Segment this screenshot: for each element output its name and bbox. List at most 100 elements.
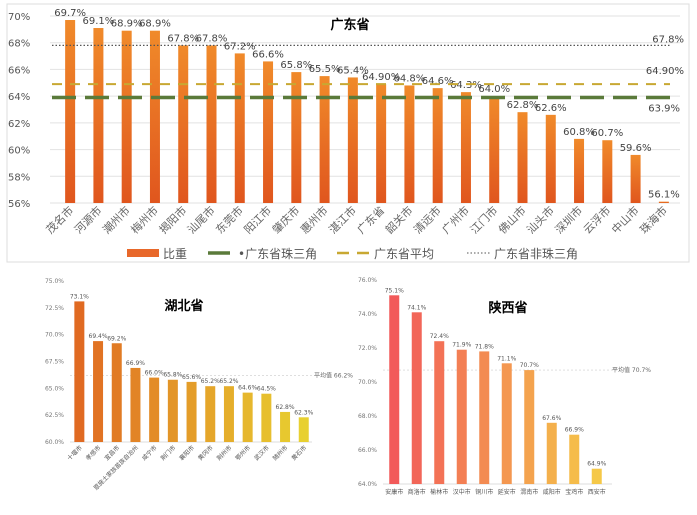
y-tick-label: 74.0% [358, 311, 377, 318]
bar [291, 72, 302, 203]
y-tick-label: 65.0% [45, 385, 64, 392]
y-tick-label: 58% [8, 172, 30, 183]
x-tick-label: 咸宁市 [140, 444, 158, 462]
bar [93, 28, 104, 204]
ref-label-non-prd: 67.8% [652, 34, 684, 45]
bar [111, 343, 122, 442]
x-tick-label: 湛江市 [326, 203, 359, 236]
data-label: 65.8% [280, 60, 312, 71]
x-tick-label: 荆州市 [215, 444, 233, 462]
y-tick-label: 66.0% [358, 447, 377, 454]
x-tick-label: 东莞市 [213, 203, 246, 236]
y-tick-label: 64% [8, 92, 30, 103]
bar [205, 386, 216, 442]
x-tick-label: 宝鸡市 [565, 488, 583, 496]
data-label: 64.3% [450, 80, 482, 91]
x-tick-label: 汕头市 [524, 203, 557, 236]
bar [404, 85, 415, 203]
x-tick-label: 广州市 [439, 203, 472, 236]
x-tick-label: 云浮市 [580, 203, 613, 236]
bar [546, 422, 557, 484]
bar [524, 370, 535, 484]
y-tick-label: 62.5% [45, 412, 64, 419]
y-tick-label: 72.5% [45, 305, 64, 312]
data-label: 73.1% [70, 293, 89, 300]
bar [319, 76, 330, 203]
bar [347, 77, 358, 203]
bar [186, 381, 197, 442]
data-label: 62.8% [276, 404, 295, 411]
data-label: 65.8% [163, 372, 182, 379]
data-label: 59.6% [620, 143, 652, 154]
data-label: 71.1% [497, 355, 516, 362]
x-tick-label: 商洛市 [408, 488, 426, 496]
x-tick-label: 延安市 [498, 488, 516, 496]
x-tick-label: 茂名市 [43, 203, 76, 236]
data-label: 62.8% [507, 100, 539, 111]
y-tick-label: 70% [8, 12, 30, 23]
x-tick-label: 汉中市 [453, 488, 471, 496]
x-tick-label: 鄂州市 [234, 444, 252, 462]
guangdong-chart-frame [6, 3, 690, 263]
x-tick-label: 黄石市 [290, 444, 308, 462]
bar [389, 295, 400, 484]
bar [489, 96, 500, 203]
x-tick-label: 中山市 [608, 203, 641, 236]
data-label: 69.7% [54, 8, 86, 19]
data-label: 67.8% [167, 33, 199, 44]
legend-label: 广东省非珠三角 [494, 247, 578, 261]
x-tick-label: 武汉市 [252, 444, 270, 462]
y-tick-label: 56% [8, 199, 30, 210]
ref-label-prd: 63.9% [648, 103, 680, 114]
y-tick-label: 68% [8, 39, 30, 50]
legend-label: 广东省平均 [374, 247, 434, 261]
x-tick-label: 肇庆市 [269, 203, 302, 236]
bar [434, 341, 445, 484]
data-label: 68.9% [111, 19, 143, 30]
x-tick-label: 韶关市 [382, 203, 415, 236]
data-label: 65.2% [201, 378, 220, 385]
x-tick-label: 随州市 [271, 444, 289, 462]
ref-label-average: 64.90% [646, 66, 684, 77]
x-tick-label: 梅州市 [128, 203, 161, 236]
bar [93, 341, 104, 442]
bar [479, 351, 490, 484]
chart-title: 广东省 [330, 17, 369, 33]
x-tick-label: 潮州市 [100, 203, 133, 236]
y-tick-label: 72.0% [358, 345, 377, 352]
data-label: 69.4% [89, 333, 108, 340]
bar [569, 434, 580, 484]
y-tick-label: 70.0% [45, 332, 64, 339]
y-tick-label: 60.0% [45, 439, 64, 446]
x-tick-label: 阳江市 [241, 203, 274, 236]
bar [167, 379, 178, 442]
bar [591, 468, 602, 484]
data-label: 64.6% [238, 385, 257, 392]
data-label: 66.9% [126, 360, 145, 367]
y-tick-label: 66% [8, 65, 30, 76]
bar [121, 30, 132, 204]
data-label: 65.5% [309, 64, 341, 75]
data-label: 65.4% [337, 65, 369, 76]
x-tick-label: 清远市 [411, 203, 444, 236]
data-label: 70.7% [520, 362, 539, 369]
data-label: 75.1% [385, 287, 404, 294]
data-label: 64.8% [394, 73, 426, 84]
x-tick-label: 铜川市 [475, 488, 493, 496]
data-label: 74.1% [407, 304, 426, 311]
x-tick-label: 安康市 [385, 488, 403, 496]
x-tick-label: 惠州市 [297, 203, 330, 236]
data-label: 62.3% [294, 409, 313, 416]
x-tick-label: 汕尾市 [184, 203, 217, 236]
data-label: 66.0% [145, 370, 164, 377]
y-tick-label: 76.0% [358, 277, 377, 284]
data-label: 64.5% [257, 386, 276, 393]
data-label: 56.1% [648, 190, 680, 201]
y-tick-label: 68.0% [358, 413, 377, 420]
bar [263, 61, 274, 203]
bar [630, 154, 641, 203]
bar [411, 312, 422, 484]
data-label: 71.8% [475, 343, 494, 350]
legend-label: 比重 [163, 247, 187, 261]
